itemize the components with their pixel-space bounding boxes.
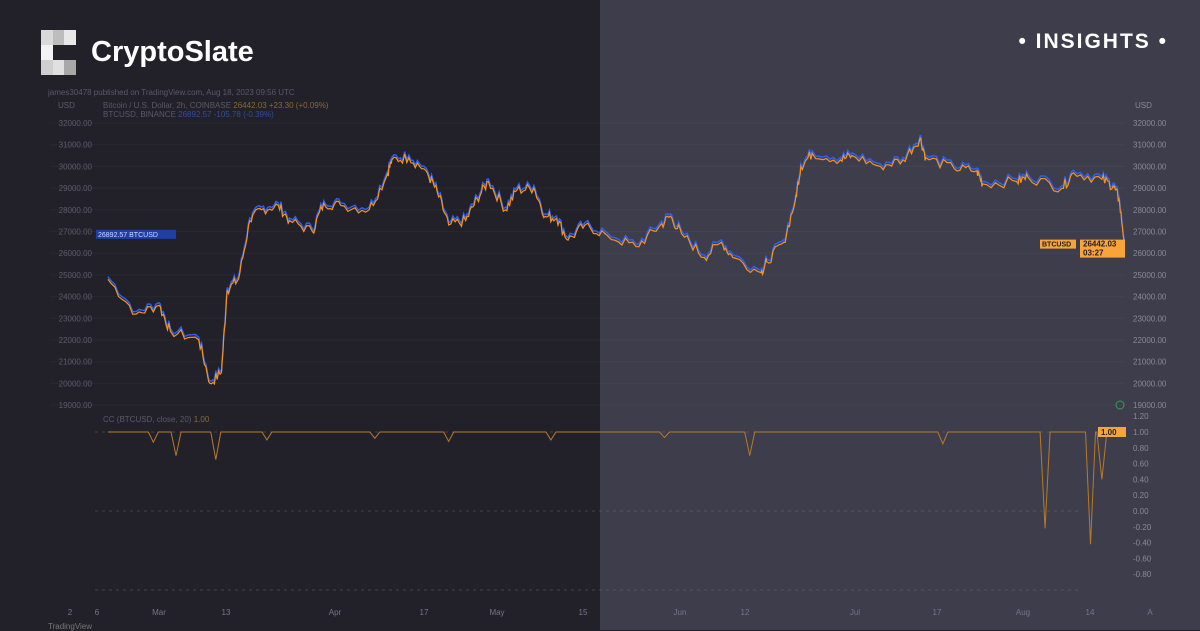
x-tick: May [489, 608, 504, 617]
btcusd-binance-line [107, 134, 1126, 383]
y-tick-right: 27000.00 [1133, 228, 1167, 237]
y-tick-right: 26000.00 [1133, 249, 1167, 258]
indicator-label: CC (BTCUSD, close, 20) [103, 415, 192, 424]
x-tick: 2 [68, 608, 73, 617]
y-tick-right: 20000.00 [1133, 379, 1167, 388]
indicator-line [107, 431, 1125, 545]
scroll-to-realtime-icon [1115, 400, 1125, 410]
last-price-badge-bg [1080, 239, 1125, 258]
indicator-value-badge-bg [1098, 427, 1126, 437]
last-price: 26442.03 [1083, 240, 1117, 249]
tradingview-footer: TradingView [48, 622, 93, 631]
y-tick-right: 25000.00 [1133, 271, 1167, 280]
y-tick-right: 22000.00 [1133, 336, 1167, 345]
y-tick-left: 26000.00 [59, 249, 93, 258]
x-tick: 15 [579, 608, 588, 617]
y-tick-right: 32000.00 [1133, 119, 1167, 128]
x-tick: 12 [741, 608, 750, 617]
indicator-y-tick: 1.00 [1133, 428, 1149, 437]
y-tick-right: 28000.00 [1133, 206, 1167, 215]
legend-line2-value: 26892.57 -105.78 (-0.39%) [178, 110, 274, 119]
y-tick-right: 29000.00 [1133, 184, 1167, 193]
legend-line1: Bitcoin / U.S. Dollar, 2h, COINBASE 2644… [103, 101, 328, 110]
y-tick-right: 24000.00 [1133, 293, 1167, 302]
y-tick-right: 31000.00 [1133, 141, 1167, 150]
indicator-y-tick: -0.40 [1133, 539, 1152, 548]
right-background-panel [600, 0, 1200, 630]
indicator-y-tick: 1.20 [1133, 412, 1149, 421]
y-tick-left: 32000.00 [59, 119, 93, 128]
x-tick: 6 [95, 608, 100, 617]
y-tick-left: 20000.00 [59, 379, 93, 388]
y-tick-right: 23000.00 [1133, 314, 1167, 323]
y-unit-left: USD [58, 101, 75, 110]
y-tick-right: 30000.00 [1133, 162, 1167, 171]
indicator-y-tick: -0.20 [1133, 523, 1152, 532]
x-tick: Aug [1016, 608, 1030, 617]
cryptoslate-logo-icon [41, 30, 76, 75]
last-series-label-bg [1040, 239, 1076, 249]
x-tick: Mar [152, 608, 166, 617]
countdown: 03:27 [1083, 249, 1104, 258]
indicator-y-tick: 0.40 [1133, 475, 1149, 484]
brand-name: CryptoSlate [91, 36, 254, 68]
y-tick-right: 21000.00 [1133, 358, 1167, 367]
y-tick-left: 30000.00 [59, 162, 93, 171]
y-tick-left: 21000.00 [59, 358, 93, 367]
binance-last-badge-bg [96, 229, 176, 239]
y-tick-left: 31000.00 [59, 141, 93, 150]
legend-line1-label: Bitcoin / U.S. Dollar, 2h, COINBASE [103, 101, 232, 110]
last-series-label: BTCUSD [1042, 242, 1071, 249]
indicator-legend: CC (BTCUSD, close, 20) 1.00 [103, 415, 209, 424]
y-tick-left: 25000.00 [59, 271, 93, 280]
indicator-last-value: 1.00 [1101, 428, 1117, 437]
indicator-y-tick: 0.00 [1133, 507, 1149, 516]
binance-last-price: 26892.57 BTCUSD [98, 232, 158, 239]
indicator-y-tick: -0.60 [1133, 554, 1152, 563]
indicator-y-tick: -0.80 [1133, 570, 1152, 579]
published-note: james30478 published on TradingView.com,… [48, 88, 295, 97]
x-tick: 13 [222, 608, 231, 617]
x-tick: Jul [850, 608, 860, 617]
btcusd-coinbase-line [107, 137, 1126, 386]
insights-tag: • INSIGHTS • [1018, 30, 1168, 53]
x-tick: 14 [1086, 608, 1095, 617]
x-tick: 17 [933, 608, 942, 617]
legend-line2-label: BTCUSD, BINANCE [103, 110, 176, 119]
y-unit-right: USD [1135, 101, 1152, 110]
x-tick: 17 [420, 608, 429, 617]
insights-label: INSIGHTS [1035, 30, 1151, 53]
x-tick: Jun [674, 608, 687, 617]
x-tick: Apr [329, 608, 342, 617]
y-tick-left: 22000.00 [59, 336, 93, 345]
y-tick-right: 19000.00 [1133, 401, 1167, 410]
y-tick-left: 29000.00 [59, 184, 93, 193]
indicator-y-tick: 0.80 [1133, 444, 1149, 453]
x-tick: A [1147, 608, 1153, 617]
y-tick-left: 27000.00 [59, 228, 93, 237]
y-tick-left: 24000.00 [59, 293, 93, 302]
legend-line2: BTCUSD, BINANCE 26892.57 -105.78 (-0.39%… [103, 110, 274, 119]
y-tick-left: 19000.00 [59, 401, 93, 410]
y-tick-left: 28000.00 [59, 206, 93, 215]
indicator-y-tick: 0.20 [1133, 491, 1149, 500]
y-tick-left: 23000.00 [59, 314, 93, 323]
indicator-value: 1.00 [193, 415, 210, 424]
legend-line1-value: 26442.03 +23.30 (+0.09%) [233, 101, 329, 110]
indicator-y-tick: 0.60 [1133, 460, 1149, 469]
